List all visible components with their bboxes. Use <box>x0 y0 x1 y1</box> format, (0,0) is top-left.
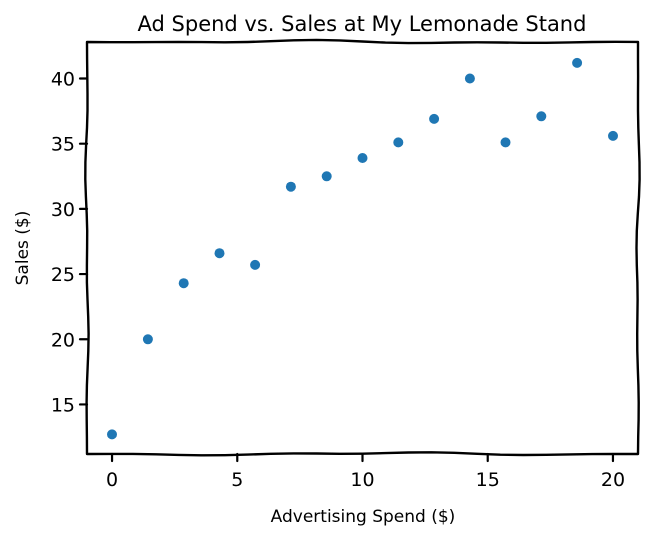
data-point <box>500 137 511 148</box>
y-tick-label: 35 <box>51 134 75 156</box>
data-point <box>178 278 189 289</box>
data-point <box>214 248 225 259</box>
data-point <box>285 181 296 192</box>
x-tick-label: 15 <box>476 469 500 491</box>
data-point <box>536 111 547 122</box>
x-tick-label: 5 <box>231 469 243 491</box>
x-axis: 0 5 10 15 20 <box>106 452 625 491</box>
x-tick-label: 0 <box>106 469 118 491</box>
data-point <box>608 130 618 141</box>
data-point <box>142 334 153 345</box>
y-tick-label: 15 <box>51 394 75 416</box>
plot-frame <box>84 38 641 457</box>
y-tick-label: 30 <box>51 199 75 221</box>
y-axis-label: Sales ($) <box>13 211 33 286</box>
data-point <box>321 171 332 182</box>
y-tick-label: 25 <box>51 264 75 286</box>
x-axis-label: Advertising Spend ($) <box>271 507 456 527</box>
y-tick-label: 20 <box>51 329 75 351</box>
data-point <box>429 113 440 124</box>
data-point <box>357 153 368 163</box>
data-points <box>107 57 618 440</box>
y-axis: 15 20 25 30 35 40 <box>51 69 89 416</box>
y-tick-label: 40 <box>51 69 75 91</box>
data-point <box>572 57 583 68</box>
x-tick-label: 20 <box>601 469 625 491</box>
chart-title: Ad Spend vs. Sales at My Lemonade Stand <box>138 12 587 36</box>
data-point <box>107 429 117 440</box>
data-point <box>250 259 261 270</box>
x-tick-label: 10 <box>350 469 374 491</box>
data-point <box>393 137 404 148</box>
data-point <box>464 73 475 84</box>
